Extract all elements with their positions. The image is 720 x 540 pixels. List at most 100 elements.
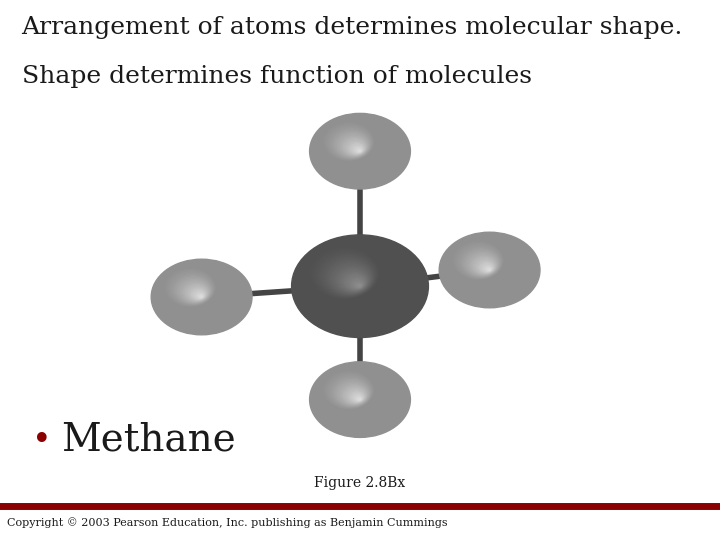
Circle shape — [470, 255, 497, 275]
Circle shape — [338, 269, 368, 292]
Circle shape — [187, 286, 207, 301]
Circle shape — [184, 283, 208, 301]
Circle shape — [336, 381, 369, 406]
Circle shape — [336, 267, 369, 292]
Circle shape — [346, 388, 366, 403]
Circle shape — [452, 241, 503, 279]
Circle shape — [329, 262, 372, 294]
Circle shape — [344, 139, 366, 156]
Circle shape — [354, 395, 362, 401]
Circle shape — [314, 251, 377, 298]
Circle shape — [307, 245, 379, 300]
Circle shape — [352, 393, 363, 402]
Text: Methane: Methane — [61, 422, 236, 458]
Circle shape — [338, 382, 369, 406]
Circle shape — [346, 140, 366, 155]
Text: •: • — [32, 423, 52, 457]
Circle shape — [342, 386, 366, 404]
Circle shape — [338, 133, 369, 157]
Circle shape — [177, 278, 211, 303]
Circle shape — [310, 113, 410, 189]
Circle shape — [344, 387, 366, 404]
Circle shape — [480, 262, 493, 273]
Circle shape — [457, 245, 502, 278]
Circle shape — [341, 271, 367, 291]
Circle shape — [487, 267, 491, 271]
Circle shape — [321, 369, 374, 409]
Circle shape — [343, 273, 366, 291]
Circle shape — [351, 144, 364, 154]
Circle shape — [325, 259, 373, 295]
Circle shape — [347, 389, 365, 403]
Circle shape — [348, 391, 364, 402]
Circle shape — [356, 283, 361, 287]
Circle shape — [485, 266, 492, 271]
Circle shape — [163, 267, 216, 307]
Circle shape — [173, 274, 212, 305]
Circle shape — [323, 371, 374, 409]
Circle shape — [333, 378, 370, 407]
Circle shape — [318, 254, 376, 296]
Circle shape — [151, 259, 252, 335]
Circle shape — [190, 288, 206, 300]
Circle shape — [341, 136, 367, 156]
Circle shape — [467, 252, 498, 276]
Circle shape — [320, 120, 375, 161]
Circle shape — [465, 251, 499, 276]
Circle shape — [469, 254, 498, 275]
Circle shape — [359, 150, 361, 152]
Circle shape — [292, 235, 428, 338]
Circle shape — [334, 131, 369, 158]
Circle shape — [345, 274, 366, 290]
Circle shape — [168, 271, 215, 306]
Text: Shape determines function of molecules: Shape determines function of molecules — [22, 65, 531, 88]
Circle shape — [310, 247, 379, 299]
Circle shape — [329, 127, 372, 159]
Circle shape — [475, 259, 495, 274]
Circle shape — [488, 269, 490, 271]
Circle shape — [176, 277, 211, 303]
Circle shape — [351, 279, 364, 288]
Circle shape — [325, 372, 373, 409]
Circle shape — [171, 273, 213, 305]
Circle shape — [195, 292, 204, 299]
Circle shape — [189, 287, 207, 300]
Circle shape — [357, 397, 361, 401]
Circle shape — [194, 291, 204, 299]
Circle shape — [347, 141, 365, 154]
Circle shape — [354, 281, 362, 288]
Circle shape — [342, 137, 366, 156]
Circle shape — [472, 256, 496, 274]
Circle shape — [199, 294, 203, 298]
Circle shape — [478, 261, 494, 273]
Circle shape — [347, 276, 365, 289]
Circle shape — [482, 264, 492, 272]
Circle shape — [464, 250, 499, 276]
Text: Arrangement of atoms determines molecular shape.: Arrangement of atoms determines molecula… — [22, 16, 683, 39]
Circle shape — [451, 240, 504, 280]
Circle shape — [323, 257, 374, 295]
Circle shape — [325, 124, 373, 160]
Circle shape — [333, 130, 370, 158]
Circle shape — [339, 135, 368, 157]
Circle shape — [329, 376, 372, 407]
Text: Figure 2.8Bx: Figure 2.8Bx — [315, 476, 405, 490]
Circle shape — [348, 143, 364, 154]
Circle shape — [449, 239, 505, 280]
Circle shape — [474, 258, 495, 274]
Circle shape — [312, 249, 378, 299]
Circle shape — [355, 147, 362, 152]
Circle shape — [181, 281, 210, 302]
Circle shape — [321, 121, 374, 161]
Circle shape — [323, 123, 374, 160]
Text: Copyright © 2003 Pearson Education, Inc. publishing as Benjamin Cummings: Copyright © 2003 Pearson Education, Inc.… — [7, 517, 448, 528]
Circle shape — [331, 264, 371, 293]
Circle shape — [320, 255, 375, 296]
Circle shape — [454, 242, 503, 279]
Circle shape — [327, 261, 372, 294]
Circle shape — [174, 275, 212, 304]
Circle shape — [331, 129, 371, 159]
Circle shape — [339, 383, 368, 405]
Circle shape — [310, 362, 410, 437]
Circle shape — [197, 293, 204, 298]
